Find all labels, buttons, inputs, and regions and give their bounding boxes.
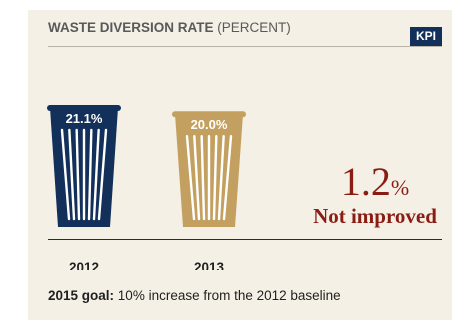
- goal-statement: 2015 goal: 10% increase from the 2012 ba…: [48, 288, 341, 303]
- kpi-panel: WASTE DIVERSION RATE (PERCENT) KPI 21.1%…: [28, 10, 452, 320]
- bar-stripe: [75, 128, 81, 221]
- goal-text: 10% increase from the 2012 baseline: [117, 288, 341, 303]
- change-unit: %: [390, 175, 410, 200]
- bar-stripe: [200, 135, 206, 221]
- bar-lid-2012: [47, 105, 121, 111]
- chart-title-unit: (PERCENT): [217, 20, 291, 35]
- chart-area: 21.1% 2012 20.0% 2013: [47, 105, 246, 270]
- change-number: 1.2: [340, 159, 391, 204]
- data-label-2012: 21.1%: [66, 111, 103, 126]
- bar-stripe: [92, 128, 100, 221]
- bar-stripe: [87, 128, 93, 221]
- x-tick-2012: 2012: [69, 260, 99, 270]
- bar-stripe: [68, 128, 76, 221]
- change-status: Not improved: [313, 204, 437, 228]
- goal-label: 2015 goal:: [48, 288, 115, 303]
- data-label-2013: 20.0%: [191, 117, 228, 132]
- bar-stripe: [97, 128, 108, 221]
- chart-title: WASTE DIVERSION RATE (PERCENT): [48, 20, 291, 35]
- kpi-badge: KPI: [410, 27, 442, 46]
- header-divider: [48, 46, 442, 47]
- bar-stripe: [217, 135, 225, 221]
- change-value: 1.2%: [300, 158, 450, 205]
- bar-stripe: [212, 135, 218, 221]
- x-tick-2013: 2013: [194, 260, 225, 270]
- bar-stripe: [60, 128, 71, 221]
- bottom-divider: [48, 239, 442, 240]
- bar-stripe: [193, 135, 201, 221]
- bar-lid-2013: [172, 111, 246, 118]
- chart-title-bold: WASTE DIVERSION RATE: [48, 20, 214, 35]
- bar-stripe: [185, 135, 196, 221]
- bar-stripe: [222, 135, 233, 221]
